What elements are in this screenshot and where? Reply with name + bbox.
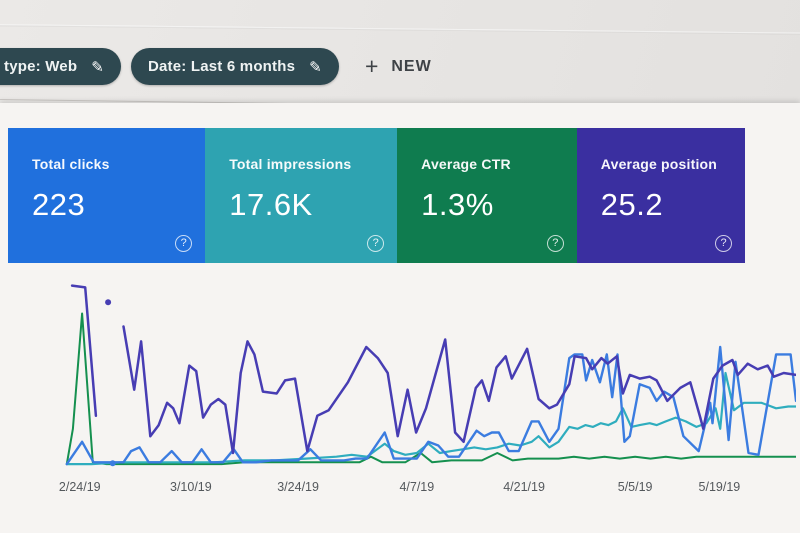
help-icon[interactable]: ?: [546, 235, 564, 252]
total-clicks-card[interactable]: Total clicks 223 ?: [8, 128, 206, 263]
x-axis-label: 5/19/19: [698, 480, 741, 494]
search-type-filter-chip[interactable]: type: Web ✎: [0, 48, 121, 85]
monitor-edge-highlight: [0, 24, 800, 36]
x-axis-label: 2/24/19: [58, 480, 101, 494]
report-panel: Total clicks 223 ? Total impressions 17.…: [0, 103, 800, 533]
chart-canvas: [65, 284, 796, 467]
help-icon[interactable]: ?: [175, 235, 193, 252]
line-clicks: [65, 345, 796, 466]
average-ctr-value: 1.3%: [421, 187, 494, 222]
metric-cards-row: Total clicks 223 ? Total impressions 17.…: [8, 128, 745, 263]
new-filter-button-label: NEW: [391, 57, 432, 75]
total-clicks-label: Total clicks: [32, 156, 110, 172]
point-position: [105, 299, 112, 306]
average-ctr-label: Average CTR: [421, 156, 511, 172]
help-icon[interactable]: ?: [715, 235, 732, 252]
x-axis-label: 3/24/19: [277, 480, 319, 494]
x-axis-label: 5/5/19: [617, 480, 653, 494]
performance-line-chart: [30, 272, 796, 472]
date-range-filter-chip[interactable]: Date: Last 6 months ✎: [130, 48, 339, 85]
plus-icon: +: [364, 53, 379, 79]
total-impressions-value: 17.6K: [229, 187, 313, 222]
average-position-value: 25.2: [600, 187, 664, 222]
average-ctr-card[interactable]: Average CTR 1.3% ?: [397, 128, 577, 263]
help-icon[interactable]: ?: [367, 235, 385, 252]
date-range-filter-label: Date: Last 6 months: [147, 58, 296, 75]
edit-pencil-icon[interactable]: ✎: [91, 58, 104, 76]
filter-chips-row: type: Web ✎ Date: Last 6 months ✎ + NEW: [0, 48, 432, 85]
edit-pencil-icon[interactable]: ✎: [309, 58, 322, 76]
line-position: [70, 284, 98, 418]
total-clicks-value: 223: [32, 187, 86, 222]
x-axis-label: 4/7/19: [399, 480, 435, 494]
average-position-label: Average position: [600, 156, 718, 172]
x-axis-label: 4/21/19: [503, 480, 545, 494]
point-clicks: [109, 460, 116, 467]
line-position: [122, 325, 796, 455]
x-axis-label: 3/10/19: [170, 480, 212, 494]
total-impressions-card[interactable]: Total impressions 17.6K ?: [205, 128, 398, 263]
new-filter-button[interactable]: + NEW: [365, 55, 432, 78]
average-position-card[interactable]: Average position 25.2 ?: [576, 128, 745, 263]
total-impressions-label: Total impressions: [229, 156, 352, 172]
line-ctr: [65, 312, 796, 466]
search-type-filter-label: type: Web: [4, 58, 78, 75]
x-axis-labels: 2/24/19 3/10/19 3/24/19 4/7/19 4/21/19 5/5/19…: [30, 480, 796, 502]
